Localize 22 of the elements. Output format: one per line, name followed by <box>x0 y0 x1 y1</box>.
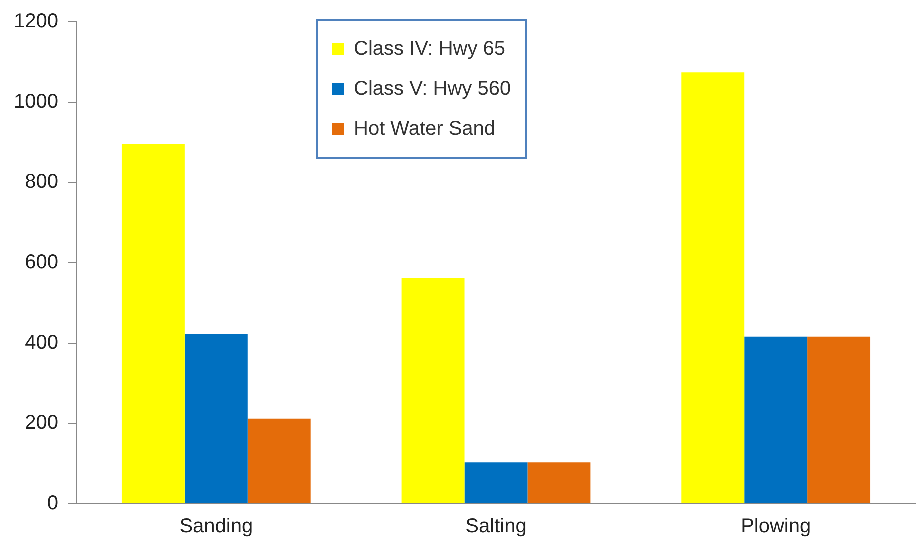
y-tick-label: 1000 <box>14 90 58 113</box>
bar <box>248 418 311 504</box>
legend-label: Class V: Hwy 560 <box>354 78 512 100</box>
y-tick-label: 600 <box>25 252 58 274</box>
bar <box>184 334 248 504</box>
legend-label: Class IV: Hwy 65 <box>354 38 506 60</box>
x-tick-label: Salting <box>466 516 527 538</box>
y-tick-label: 1200 <box>14 10 58 33</box>
bar <box>682 72 745 504</box>
legend-label: Hot Water Sand <box>354 118 496 140</box>
bar <box>808 336 871 504</box>
y-tick-label: 800 <box>25 171 58 194</box>
y-tick-label: 200 <box>25 412 58 434</box>
bar <box>464 462 528 504</box>
bar <box>528 462 591 504</box>
x-tick-label: Sanding <box>180 516 254 538</box>
bar <box>744 336 808 504</box>
bar <box>402 278 465 504</box>
bar <box>122 144 185 504</box>
y-tick-label: 400 <box>25 332 58 354</box>
y-tick-label: 0 <box>47 492 58 515</box>
x-tick-label: Plowing <box>741 516 812 538</box>
